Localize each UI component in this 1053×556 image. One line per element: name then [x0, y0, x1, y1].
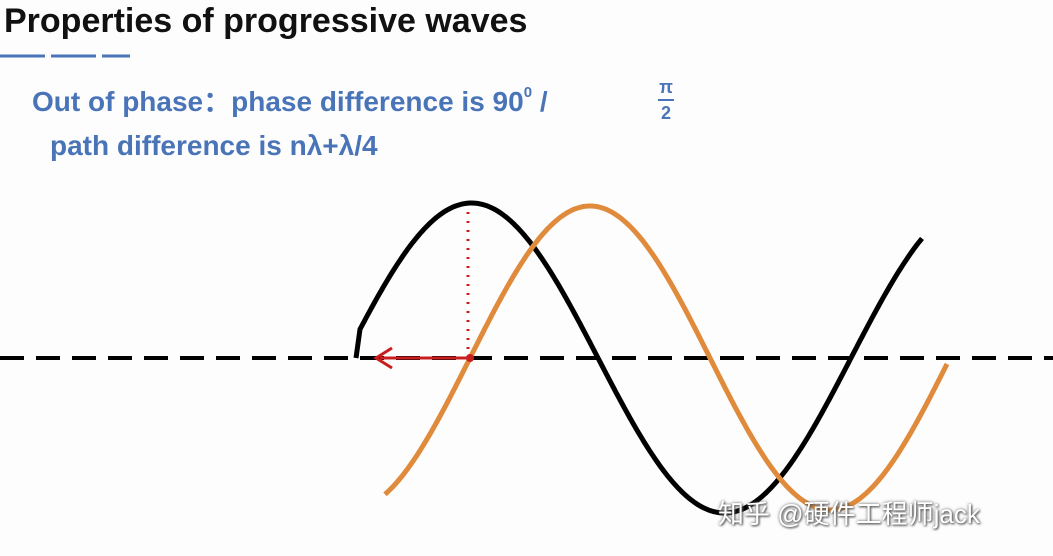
- phase-point: [466, 354, 474, 362]
- arrow-head: [373, 346, 393, 370]
- phase-text: Out of phase：phase difference is 90: [32, 86, 524, 117]
- slide-title: Properties of progressive waves: [4, 2, 528, 40]
- separator: /: [539, 86, 548, 117]
- phase-line: Out of phase：phase difference is 900 /: [32, 80, 548, 120]
- degree: 0: [523, 83, 533, 101]
- numerator: π: [659, 77, 673, 97]
- wave-reference: [353, 200, 924, 516]
- watermark: 知乎 @硬件工程师jack: [718, 499, 980, 529]
- path-line: path difference is nλ+λ/4: [50, 130, 378, 161]
- wave-shifted: [383, 203, 950, 513]
- denominator: 2: [660, 103, 671, 123]
